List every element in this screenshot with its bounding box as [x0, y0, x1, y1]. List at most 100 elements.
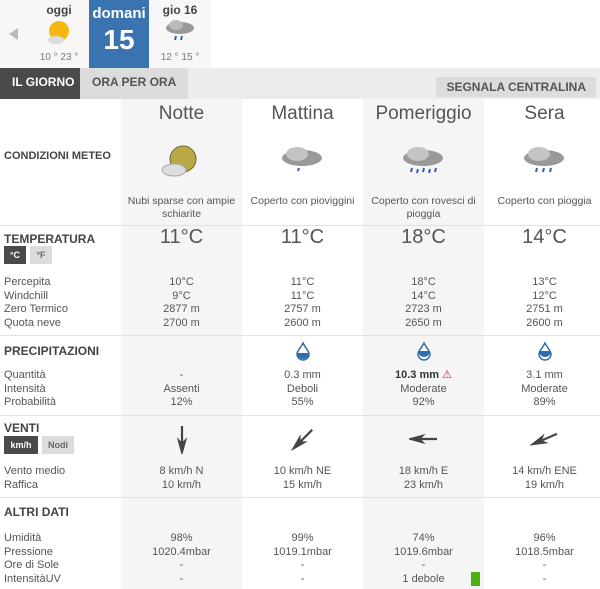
label-perceived: Percepita	[4, 276, 51, 288]
other-sun: -	[542, 559, 547, 571]
period-name-evening: Sera	[524, 103, 565, 124]
label-intensity: Intensità	[4, 382, 46, 395]
other-details: 99% 1019.1mbar - -	[242, 532, 363, 586]
day-name: domani	[92, 5, 146, 22]
column-bg-night	[121, 99, 242, 589]
temp-details: 13°C 12°C 2751 m 2600 m	[484, 276, 600, 330]
temperature-value: 11°C	[280, 226, 325, 248]
rain-cloud-icon	[166, 20, 194, 41]
label-pressure: Pressione	[4, 545, 53, 558]
rain-drop-icon	[363, 341, 484, 366]
wind-direction-arrow-icon	[406, 433, 437, 445]
tab-hourly[interactable]: ORA PER ORA	[80, 68, 189, 99]
moon-cloud-icon	[161, 145, 196, 177]
other-sun: -	[300, 559, 305, 571]
label-snow-level: Quota neve	[4, 316, 61, 329]
other-press: 1019.6mbar	[394, 545, 453, 558]
section-wind: VENTI	[4, 421, 40, 435]
temp-perc: 18°C	[411, 276, 436, 288]
day-thursday[interactable]: gio 16 12 ° 15 °	[150, 0, 210, 68]
label-freezing-level: Zero Termico	[4, 303, 68, 315]
unit-fahrenheit-button[interactable]: °F	[30, 246, 52, 264]
other-press: 1019.1mbar	[273, 545, 332, 558]
other-hum: 74%	[412, 532, 435, 544]
wind-wind: 18 km/h E	[398, 465, 449, 477]
rain-drop-icon	[484, 341, 600, 366]
wind-arrow-wrap	[242, 424, 363, 459]
label-sun-hours: Ore di Sole	[4, 559, 60, 571]
tab-day[interactable]: IL GIORNO	[0, 68, 87, 99]
rain-drop-icon	[295, 341, 310, 361]
warning-icon: ⚠	[439, 369, 452, 381]
weather-icon-wrap	[242, 142, 363, 184]
view-tabs: IL GIORNO ORA PER ORA SEGNALA CENTRALINA	[0, 68, 600, 99]
weather-description: Coperto con pioviggini	[250, 195, 355, 207]
day-temps: 10 ° 23 °	[39, 52, 79, 63]
precip-intensity: Deboli	[286, 382, 319, 395]
precip-intensity: Moderate	[400, 382, 447, 395]
temp-perc: 13°C	[532, 276, 557, 288]
temp-perc: 10°C	[169, 276, 194, 288]
weather-description: Coperto con pioggia	[497, 195, 592, 207]
report-station-button[interactable]: SEGNALA CENTRALINA	[436, 77, 596, 97]
precip-quantity: 10.3 mm ⚠	[363, 369, 484, 383]
sun-cloud-icon	[48, 21, 69, 44]
label-probability: Probabilità	[4, 396, 56, 408]
weather-icon-wrap	[121, 142, 242, 184]
precip-prob: 89%	[533, 396, 556, 408]
weather-description: Coperto con rovesci di pioggia	[371, 195, 476, 220]
precip-details: - Assenti 12%	[121, 369, 242, 410]
precip-quantity-value: -	[179, 369, 184, 381]
day-today[interactable]: oggi 10 ° 23 °	[30, 0, 88, 68]
temp-perc: 11°C	[290, 276, 315, 288]
other-hum: 98%	[170, 532, 193, 544]
temp-snow: 2600 m	[526, 316, 563, 329]
other-labels: Umidità Pressione Ore di Sole IntensitàU…	[4, 532, 61, 586]
unit-knots-button[interactable]: Nodi	[42, 436, 74, 454]
other-press: 1020.4mbar	[152, 545, 211, 558]
precip-details: 3.1 mm Moderate 89%	[484, 369, 600, 410]
precip-details: 10.3 mm ⚠ Moderate 92%	[363, 369, 484, 410]
uv-level-bar	[471, 572, 480, 586]
precip-intensity: Moderate	[521, 382, 568, 395]
wind-direction-arrow-icon	[176, 426, 187, 457]
day-number: 15	[103, 24, 135, 55]
day-tomorrow[interactable]: domani 15	[89, 0, 149, 68]
other-hum: 96%	[533, 532, 556, 544]
precip-quantity: 0.3 mm	[242, 369, 363, 383]
prev-day-arrow-icon[interactable]	[9, 28, 18, 40]
precip-prob: 92%	[412, 396, 435, 408]
period-name-afternoon: Pomeriggio	[375, 103, 472, 124]
wind-wind: 10 km/h NE	[273, 465, 332, 477]
other-sun: -	[421, 559, 426, 571]
temp-windchill: 12°C	[532, 289, 557, 302]
divider	[0, 225, 600, 226]
temp-snow: 2650 m	[405, 316, 442, 329]
wind-gust: 15 km/h	[282, 478, 323, 491]
temperature-value: 14°C	[522, 226, 567, 248]
label-uv-index: IntensitàUV	[4, 572, 61, 585]
wind-arrow-wrap	[363, 424, 484, 459]
wind-wind: 8 km/h N	[159, 465, 204, 477]
divider	[0, 497, 600, 498]
wind-gust: 19 km/h	[524, 478, 565, 491]
unit-celsius-button[interactable]: °C	[4, 246, 26, 264]
other-uv: -	[179, 572, 184, 585]
precip-prob: 55%	[291, 396, 314, 408]
label-avg-wind: Vento medio	[4, 465, 66, 477]
precip-quantity-value: 10.3 mm	[395, 369, 440, 381]
temp-windchill: 9°C	[172, 289, 191, 302]
unit-kmh-button[interactable]: km/h	[4, 436, 38, 454]
precip-labels: Quantità Intensità Probabilità	[4, 369, 56, 410]
wind-details: 18 km/h E 23 km/h	[363, 465, 484, 492]
wind-details: 8 km/h N 10 km/h	[121, 465, 242, 492]
section-other: ALTRI DATI	[4, 505, 69, 519]
divider	[0, 415, 600, 416]
wind-direction-arrow-icon	[290, 429, 313, 452]
temp-labels: Percepita Windchill Zero Termico Quota n…	[4, 276, 68, 330]
other-details: 74% 1019.6mbar -1 debole	[363, 532, 484, 586]
precip-details: 0.3 mm Deboli 55%	[242, 369, 363, 410]
temperature-value: 11°C	[159, 226, 204, 248]
divider	[0, 335, 600, 336]
other-details: 96% 1018.5mbar - -	[484, 532, 600, 586]
